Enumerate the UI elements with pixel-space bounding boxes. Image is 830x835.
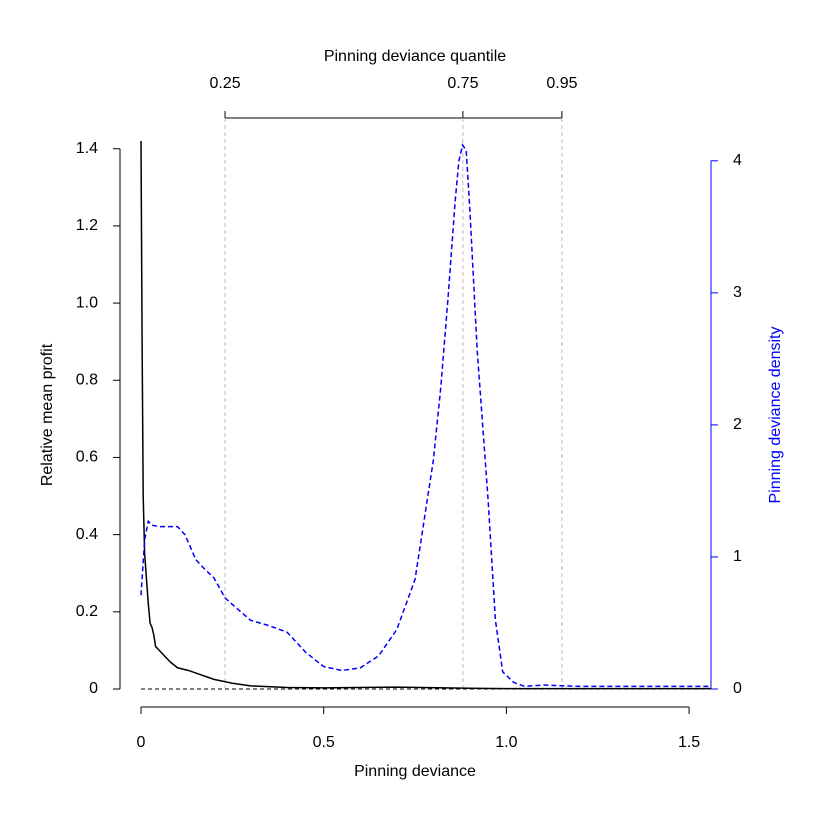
top-tick-label: 0.75 xyxy=(447,75,478,92)
y2-tick-label: 4 xyxy=(733,152,742,169)
y-tick-label: 0.4 xyxy=(76,526,98,543)
data-line xyxy=(140,140,711,690)
data-line xyxy=(140,143,711,688)
y-tick-label: 0.6 xyxy=(76,449,98,466)
y-tick-label: 1.0 xyxy=(76,294,98,311)
x-tick-label: 1.5 xyxy=(678,734,700,751)
y-tick-label: 1.4 xyxy=(76,140,98,157)
top-axis-label: Pinning deviance quantile xyxy=(324,48,506,65)
x-tick-label: 0.5 xyxy=(313,734,335,751)
y2-tick-label: 0 xyxy=(733,680,742,697)
y-tick-label: 1.2 xyxy=(76,217,98,234)
top-tick-label: 0.25 xyxy=(209,75,240,92)
y2-tick-label: 3 xyxy=(733,284,742,301)
x-axis-label: Pinning deviance xyxy=(354,763,476,780)
top-tick-label: 0.95 xyxy=(546,75,577,92)
x-tick-label: 1.0 xyxy=(495,734,517,751)
y-tick-label: 0.8 xyxy=(76,371,98,388)
y2-axis-label: Pinning deviance density xyxy=(767,326,784,503)
x-tick-label: 0 xyxy=(137,734,146,751)
y-axis-label: Relative mean profit xyxy=(39,343,56,486)
y2-tick-label: 2 xyxy=(733,416,742,433)
y-tick-label: 0.2 xyxy=(76,603,98,620)
y2-tick-label: 1 xyxy=(733,548,742,565)
y-tick-label: 0 xyxy=(89,680,98,697)
